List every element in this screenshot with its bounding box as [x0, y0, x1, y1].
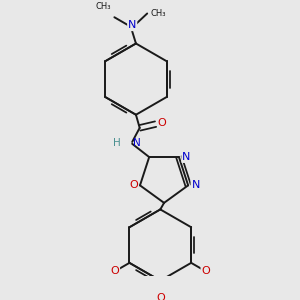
Text: CH₃: CH₃: [95, 2, 111, 11]
Text: O: O: [158, 118, 167, 128]
Text: O: O: [110, 266, 119, 276]
Text: O: O: [201, 266, 210, 276]
Text: CH₃: CH₃: [151, 9, 167, 18]
Text: N: N: [191, 180, 200, 190]
Text: O: O: [129, 180, 138, 190]
Text: N: N: [128, 20, 136, 30]
Text: N: N: [133, 138, 141, 148]
Text: H: H: [113, 138, 121, 148]
Text: N: N: [182, 152, 190, 162]
Text: O: O: [156, 292, 165, 300]
